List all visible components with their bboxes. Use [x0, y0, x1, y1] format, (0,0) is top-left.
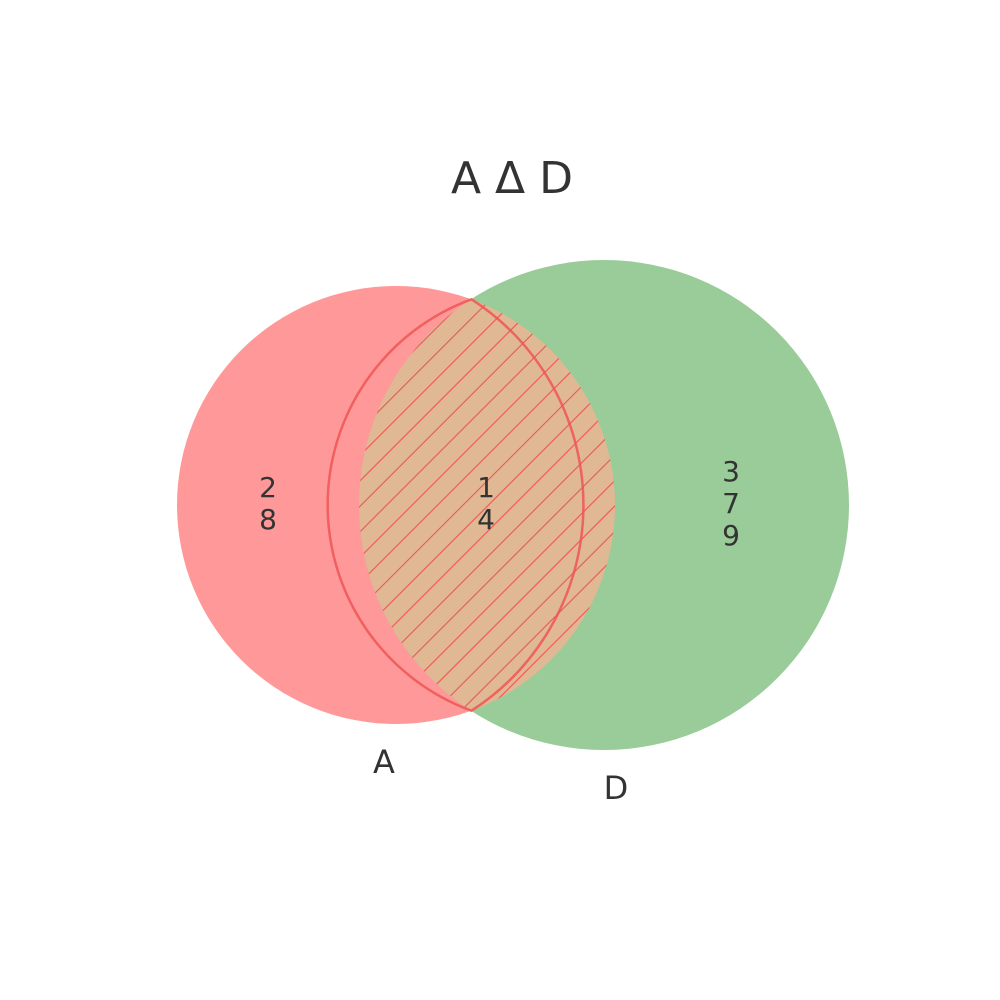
intersection-region: [326, 286, 615, 724]
region-value: 3: [722, 455, 740, 488]
region-value: 2: [259, 471, 277, 504]
region-only-a-labels: 2 8: [259, 471, 277, 536]
set-d-label: D: [604, 769, 629, 807]
region-value: 9: [722, 519, 740, 552]
region-intersection-labels: 1 4: [477, 471, 495, 536]
intersection-outline: [326, 297, 585, 713]
region-value: 4: [477, 503, 495, 536]
region-value: 8: [259, 503, 277, 536]
region-value: 1: [477, 471, 495, 504]
set-a-label: A: [373, 743, 395, 781]
region-only-d-labels: 3 7 9: [722, 455, 740, 552]
diagram-title: A Δ D: [451, 153, 573, 204]
region-value: 7: [722, 487, 740, 520]
